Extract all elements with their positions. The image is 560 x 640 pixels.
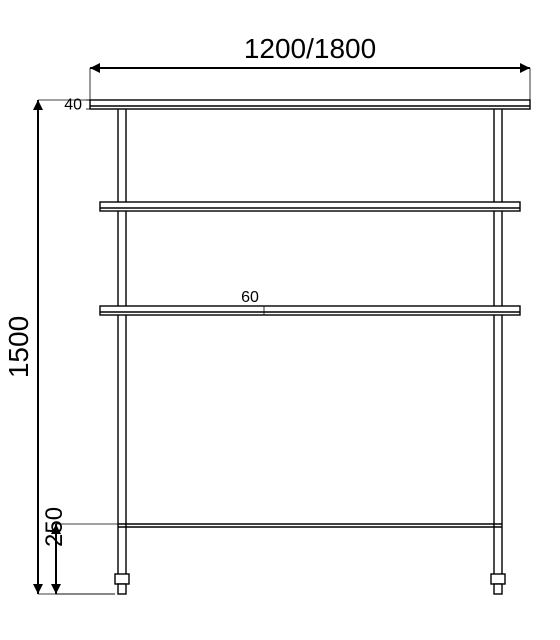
top-thickness-label: 40 (64, 97, 82, 114)
mid-thickness-label: 60 (241, 289, 259, 306)
foot-clearance-label: 250 (41, 507, 68, 547)
width-dimension-label: 1200/1800 (244, 33, 376, 64)
height-dimension-label: 1500 (3, 316, 34, 378)
